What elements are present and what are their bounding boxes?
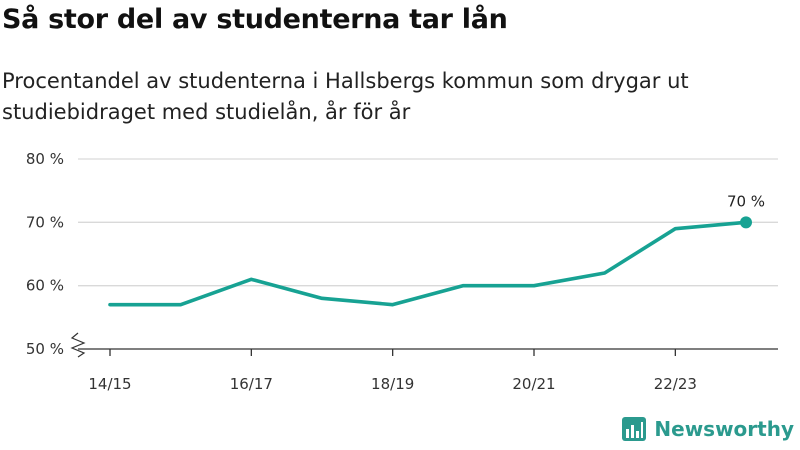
- chart-title: Så stor del av studenterna tar lån: [2, 4, 508, 35]
- data-point-marker: [740, 216, 752, 229]
- gridlines: [78, 158, 778, 287]
- x-tick-label: 20/21: [512, 375, 555, 393]
- y-tick-label: 80 %: [26, 150, 64, 168]
- y-tick-label: 70 %: [26, 213, 64, 231]
- x-tick-label: 14/15: [88, 375, 131, 393]
- newsworthy-logo-icon: [622, 417, 647, 441]
- x-tick-label: 18/19: [371, 375, 414, 393]
- series-line: [108, 220, 748, 307]
- axis-break: [70, 332, 86, 358]
- y-tick-label: 60 %: [26, 277, 64, 295]
- x-tick-label: 16/17: [230, 375, 273, 393]
- series: [108, 220, 748, 307]
- data-label: 70 %: [727, 192, 765, 210]
- axis-break-icon: [70, 332, 86, 358]
- y-tick-label: 50 %: [26, 340, 64, 358]
- y-axis-ticks: 50 % 60 % 70 % 80 %: [26, 150, 64, 358]
- annotations: 70 %: [727, 192, 765, 229]
- brand-logo: Newsworthy: [621, 416, 794, 442]
- chart-subtitle: Procentandel av studenterna i Hallsbergs…: [2, 69, 689, 124]
- x-tick-label: 22/23: [654, 375, 697, 393]
- brand-name: Newsworthy: [654, 417, 794, 441]
- x-axis: 14/15 16/17 18/19 20/21 22/23: [78, 348, 778, 393]
